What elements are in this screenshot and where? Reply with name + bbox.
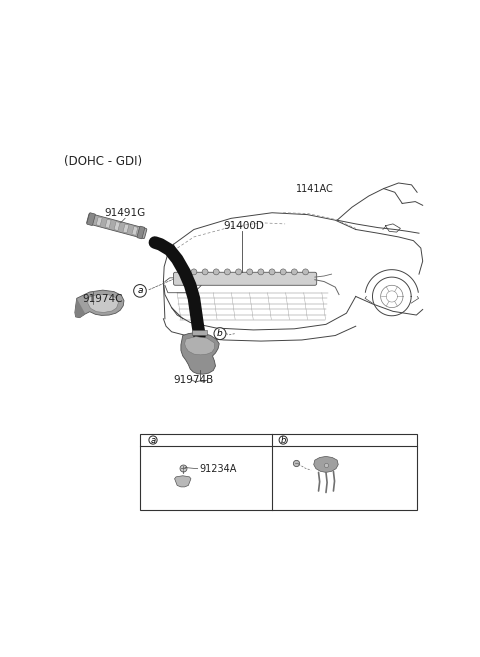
Circle shape: [269, 269, 275, 275]
Text: a: a: [150, 436, 156, 445]
Text: a: a: [137, 286, 143, 296]
Text: 91234A: 91234A: [200, 464, 237, 474]
Circle shape: [202, 269, 208, 275]
Text: b: b: [217, 329, 223, 338]
Polygon shape: [185, 336, 215, 355]
Text: b: b: [280, 436, 286, 445]
Bar: [140, 434, 417, 510]
Polygon shape: [175, 476, 191, 487]
Circle shape: [247, 269, 252, 275]
Circle shape: [149, 436, 157, 444]
Circle shape: [280, 269, 286, 275]
Text: 91974B: 91974B: [174, 374, 214, 384]
Polygon shape: [88, 294, 119, 313]
FancyBboxPatch shape: [87, 213, 96, 225]
Circle shape: [213, 269, 219, 275]
FancyBboxPatch shape: [123, 224, 129, 233]
Polygon shape: [314, 457, 338, 472]
Text: (DOHC - GDI): (DOHC - GDI): [64, 155, 142, 168]
Circle shape: [291, 269, 297, 275]
FancyBboxPatch shape: [132, 227, 138, 235]
Text: 91400D: 91400D: [224, 221, 264, 231]
Bar: [192, 330, 206, 335]
Polygon shape: [75, 298, 85, 317]
Circle shape: [279, 436, 288, 444]
FancyBboxPatch shape: [87, 214, 147, 238]
Circle shape: [236, 269, 241, 275]
FancyBboxPatch shape: [137, 226, 145, 238]
Text: 91491G: 91491G: [105, 208, 146, 218]
FancyBboxPatch shape: [96, 217, 102, 226]
Circle shape: [258, 269, 264, 275]
Circle shape: [191, 269, 197, 275]
Circle shape: [302, 269, 309, 275]
Text: 91974C: 91974C: [83, 294, 123, 304]
Polygon shape: [181, 332, 219, 374]
Polygon shape: [75, 290, 124, 317]
FancyBboxPatch shape: [105, 219, 111, 228]
Circle shape: [225, 269, 230, 275]
Circle shape: [214, 328, 226, 340]
Circle shape: [180, 269, 186, 275]
FancyBboxPatch shape: [114, 221, 120, 231]
FancyBboxPatch shape: [173, 272, 317, 285]
Circle shape: [133, 284, 146, 297]
Text: 1141AC: 1141AC: [296, 183, 334, 194]
